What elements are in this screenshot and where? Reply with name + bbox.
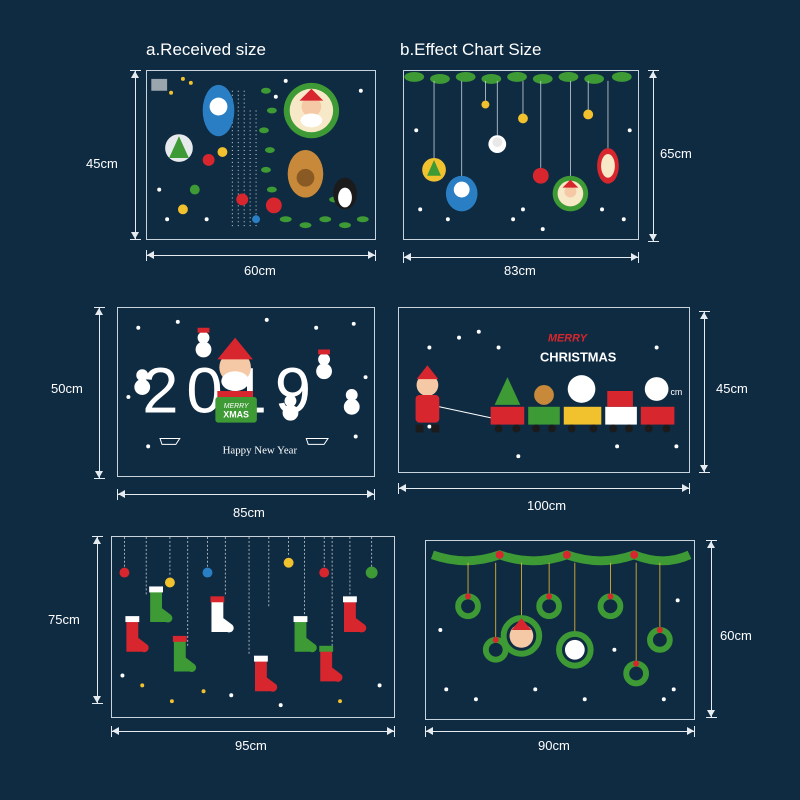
stockings-width-dimension [111,726,395,737]
merry-xmas-badge-top: MERRY [224,403,250,410]
wreaths-height-label: 60cm [720,628,752,643]
train-height-dimension [699,311,710,473]
effect-hanging-ornaments [403,70,639,240]
2019-width-dimension [117,489,375,500]
merry-text: MERRY [548,333,589,345]
received-width-dimension [146,250,376,261]
effect-2019-sticker: 2019 MERRY XMAS Happy New Year [117,307,375,477]
heading-effect-chart-size: b.Effect Chart Size [400,40,542,59]
wreaths-height-dimension [706,540,717,718]
2019-height-dimension [94,307,105,479]
effect-hanging-height-dimension [648,70,659,242]
2019-height-label: 50cm [51,381,83,396]
received-height-label: 45cm [86,156,118,171]
hanging-ornaments-artwork [404,71,632,232]
effect-hanging-width-dimension [403,252,639,263]
2019-width-label: 85cm [233,505,265,520]
christmas-train-artwork: MERRY CHRISTMAS cm [415,329,682,459]
2019-artwork: 2019 MERRY XMAS Happy New Year [126,317,368,456]
wreaths-width-label: 90cm [538,738,570,753]
received-height-dimension [130,70,141,240]
train-height-label: 45cm [716,381,748,396]
effect-wreaths [425,540,695,720]
train-width-dimension [398,483,690,494]
effect-hanging-height-label: 65cm [660,146,692,161]
effect-christmas-train: MERRY CHRISTMAS cm [398,307,690,473]
christmas-text: CHRISTMAS [540,349,617,364]
effect-stockings [111,536,395,718]
stockings-height-dimension [92,536,103,704]
heading-received-size: a.Received size [146,40,267,59]
wreaths-width-dimension [425,726,695,737]
stockings-artwork [119,537,382,708]
train-cm-text: cm [670,387,682,397]
train-width-label: 100cm [527,498,567,513]
received-sheet-artwork [151,76,369,230]
merry-xmas-badge-bottom: XMAS [223,410,249,420]
wreaths-artwork [430,550,692,702]
effect-hanging-width-label: 83cm [504,263,536,278]
stockings-height-label: 75cm [48,612,80,627]
stockings-width-label: 95cm [235,738,267,753]
happy-new-year-text: Happy New Year [223,444,298,456]
received-size-sticker-sheet [146,70,376,240]
received-width-label: 60cm [244,263,276,278]
